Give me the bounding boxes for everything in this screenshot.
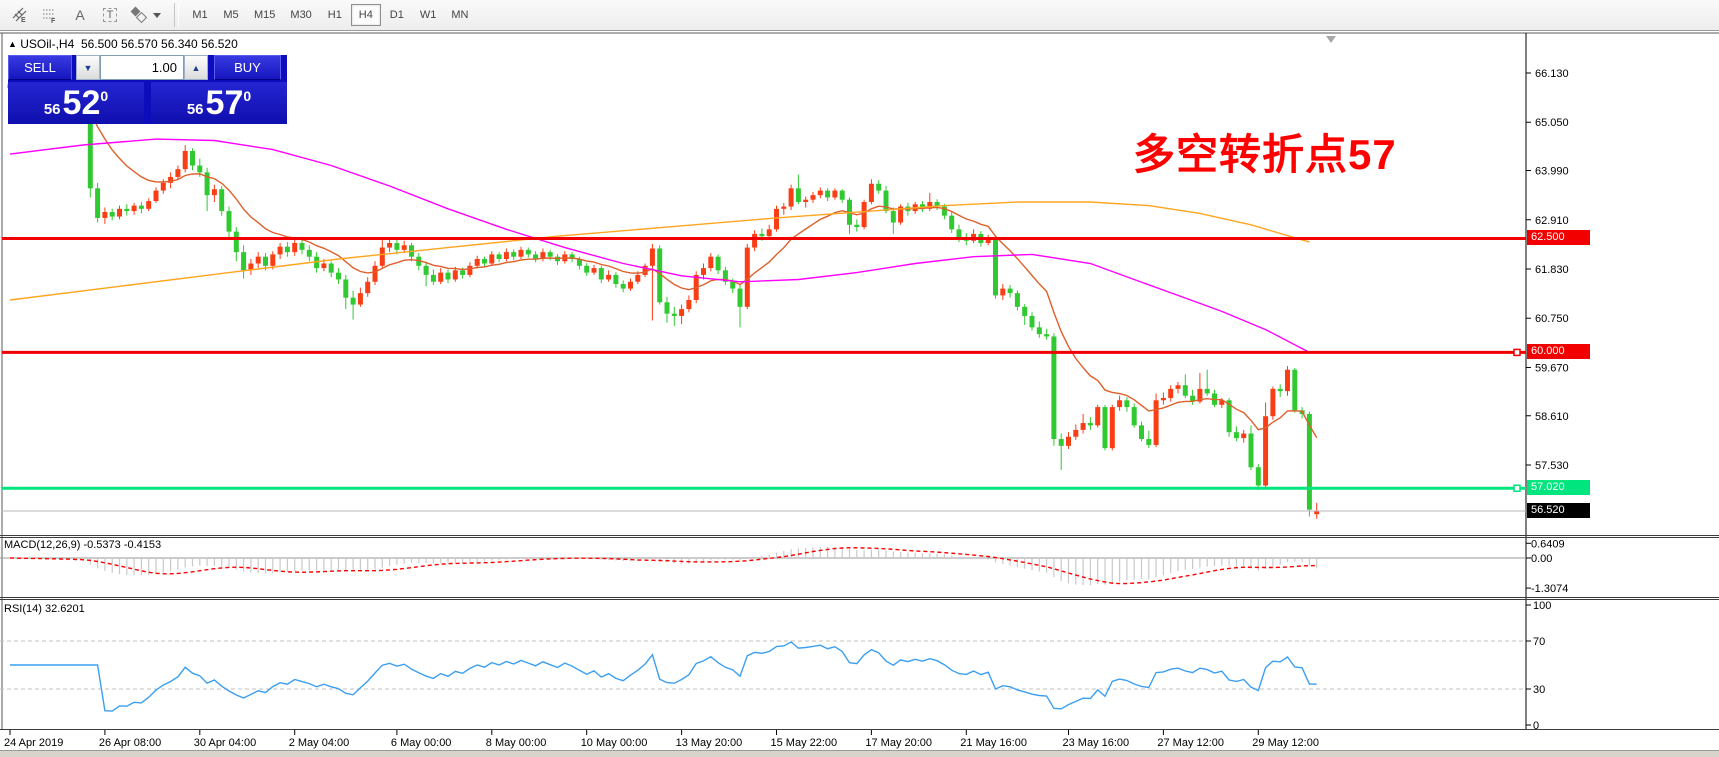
svg-text:10 May 00:00: 10 May 00:00: [581, 737, 648, 749]
bottom-strip: [0, 750, 1719, 757]
toolbar: E F A T M1 M5 M15 M30 H1 H4 D1 W1 MN: [0, 0, 1719, 31]
rsi-indicator-label: RSI(14) 32.6201: [4, 603, 85, 615]
svg-text:30: 30: [1533, 684, 1545, 696]
svg-text:8 May 00:00: 8 May 00:00: [486, 737, 547, 749]
price-level-badge: 60.000: [1527, 344, 1590, 360]
svg-text:58.610: 58.610: [1535, 411, 1569, 423]
tf-button-W1[interactable]: W1: [419, 9, 437, 21]
volume-input[interactable]: [100, 55, 184, 80]
sell-price-display[interactable]: 56 52 0: [8, 82, 144, 124]
symbol-name: USOil-,H4: [20, 37, 75, 51]
chart-annotation-text: 多空转折点57: [1133, 131, 1397, 178]
tf-button-H4[interactable]: H4: [350, 4, 381, 26]
svg-text:62.910: 62.910: [1535, 215, 1569, 227]
timeframe-group: M1 M5 M15 M30 H1 H4 D1 W1 MN: [185, 4, 476, 26]
sell-button[interactable]: SELL: [8, 55, 72, 80]
svg-text:13 May 20:00: 13 May 20:00: [676, 737, 743, 749]
svg-text:100: 100: [1533, 600, 1551, 612]
price-level-badge: 56.520: [1527, 503, 1590, 519]
buy-price-display[interactable]: 56 57 0: [151, 82, 287, 124]
svg-text:59.670: 59.670: [1535, 362, 1569, 374]
svg-text:57.530: 57.530: [1535, 460, 1569, 472]
tf-button-M15[interactable]: M15: [254, 9, 276, 21]
price-level-badge: 57.020: [1527, 480, 1590, 496]
svg-text:60.750: 60.750: [1535, 313, 1569, 325]
svg-text:23 May 16:00: 23 May 16:00: [1063, 737, 1130, 749]
svg-text:30 Apr 04:00: 30 Apr 04:00: [194, 737, 256, 749]
svg-text:61.830: 61.830: [1535, 264, 1569, 276]
symbol-header: ▲ USOil-,H4 56.500 56.570 56.340 56.520: [8, 37, 238, 51]
svg-text:0: 0: [1533, 720, 1539, 732]
svg-text:17 May 20:00: 17 May 20:00: [865, 737, 932, 749]
tf-button-M5[interactable]: M5: [223, 9, 239, 21]
textbox-icon[interactable]: T: [96, 3, 124, 27]
collapse-arrow-icon[interactable]: ▲: [8, 39, 17, 49]
fibonacci-icon[interactable]: F: [36, 3, 64, 27]
svg-text:27 May 12:00: 27 May 12:00: [1157, 737, 1224, 749]
svg-text:0.6409: 0.6409: [1531, 538, 1565, 550]
svg-text:26 Apr 08:00: 26 Apr 08:00: [99, 737, 161, 749]
svg-text:2 May 04:00: 2 May 04:00: [289, 737, 350, 749]
svg-text:66.130: 66.130: [1535, 68, 1569, 80]
shapes-icon[interactable]: [126, 3, 166, 27]
price-chart[interactable]: 66.130 65.050 63.990 62.910 61.830 60.750 59.6…: [0, 31, 1719, 757]
svg-text:21 May 16:00: 21 May 16:00: [960, 737, 1027, 749]
volume-up-button[interactable]: ▲: [184, 55, 208, 80]
volume-down-button[interactable]: ▼: [76, 55, 100, 80]
svg-text:24 Apr 2019: 24 Apr 2019: [4, 737, 63, 749]
tf-button-MN[interactable]: MN: [451, 9, 469, 21]
svg-text:63.990: 63.990: [1535, 166, 1569, 178]
tf-button-D1[interactable]: D1: [389, 9, 404, 21]
macd-indicator-label: MACD(12,26,9) -0.5373 -0.4153: [4, 539, 162, 551]
tf-button-M30[interactable]: M30: [290, 9, 312, 21]
svg-text:65.050: 65.050: [1535, 117, 1569, 129]
toolbar-separator: [174, 3, 179, 27]
svg-text:-1.3074: -1.3074: [1531, 583, 1568, 595]
equidistant-channel-icon[interactable]: E: [6, 3, 34, 27]
chart-window: 66.130 65.050 63.990 62.910 61.830 60.750 59.6…: [0, 31, 1719, 757]
svg-text:29 May 12:00: 29 May 12:00: [1252, 737, 1319, 749]
price-level-badge: 62.500: [1527, 230, 1590, 246]
tf-button-M1[interactable]: M1: [192, 9, 208, 21]
svg-text:6 May 00:00: 6 May 00:00: [391, 737, 452, 749]
tf-button-H1[interactable]: H1: [327, 9, 342, 21]
svg-text:70: 70: [1533, 636, 1545, 648]
one-click-trade-panel: SELL ▼ ▲ BUY 56 52 0 56 57 0: [8, 55, 287, 124]
svg-text:0.00: 0.00: [1531, 553, 1552, 565]
svg-text:F: F: [51, 18, 56, 24]
buy-button[interactable]: BUY: [214, 55, 281, 80]
text-label-icon[interactable]: A: [75, 7, 85, 23]
svg-text:E: E: [21, 17, 26, 24]
svg-text:15 May 22:00: 15 May 22:00: [771, 737, 838, 749]
symbol-ohlc: 56.500 56.570 56.340 56.520: [80, 37, 238, 51]
